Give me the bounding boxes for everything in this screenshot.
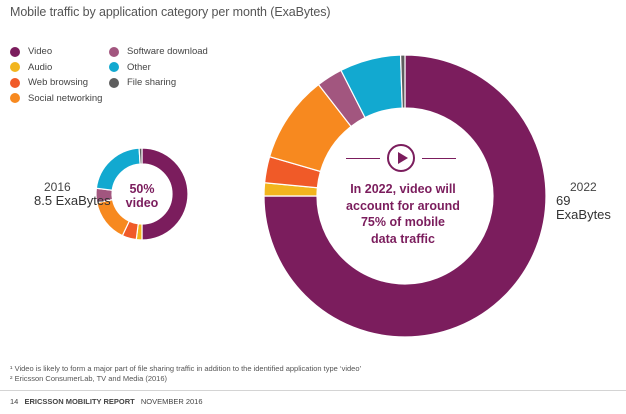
total-2016-label: 8.5 ExaBytes bbox=[34, 193, 111, 208]
footnotes: ¹ Video is likely to form a major part o… bbox=[10, 364, 361, 384]
legend-swatch-web-browsing bbox=[10, 77, 20, 88]
legend-item-other: Other bbox=[109, 60, 208, 76]
footnote-2: ² Ericsson ConsumerLab, TV and Media (20… bbox=[10, 374, 168, 383]
legend-label-other: Other bbox=[127, 61, 151, 73]
footer-divider bbox=[0, 390, 626, 391]
legend-item-web-browsing: Web browsing bbox=[10, 75, 102, 91]
year-2022-label: 2022 bbox=[570, 180, 597, 194]
donut-2022 bbox=[263, 54, 547, 338]
legend-label-software-download: Software download bbox=[127, 46, 208, 58]
report-name: ERICSSON MOBILITY REPORT bbox=[24, 397, 135, 406]
legend-item-video: Video bbox=[10, 44, 102, 60]
slice-2016-video bbox=[141, 147, 189, 241]
donut-2016 bbox=[95, 147, 189, 241]
play-rule-right bbox=[422, 158, 456, 159]
legend-item-software-download: Software download bbox=[109, 44, 208, 60]
footnote-1: ¹ Video is likely to form a major part o… bbox=[10, 364, 362, 373]
small-donut-center-text: 50% video bbox=[117, 182, 167, 210]
legend-label-web-browsing: Web browsing bbox=[28, 77, 89, 89]
legend-label-audio: Audio bbox=[28, 61, 53, 73]
play-icon bbox=[387, 144, 415, 172]
slice-2022-video bbox=[263, 54, 547, 338]
legend-column-1: Video Audio Web browsing Social networki… bbox=[10, 44, 102, 106]
small-center-line-2: video bbox=[125, 196, 159, 210]
big-center-line-4: data traffic bbox=[371, 231, 435, 246]
legend-label-video: Video bbox=[28, 46, 53, 58]
total-2022-label: 69 ExaBytes bbox=[556, 193, 611, 222]
year-2016-label: 2016 bbox=[44, 180, 71, 194]
legend-column-2: Software download Other File sharing bbox=[109, 44, 208, 91]
big-center-line-3: 75% of mobile bbox=[360, 215, 446, 229]
legend-label-social-networking: Social networking bbox=[28, 92, 103, 104]
legend-swatch-audio bbox=[10, 62, 20, 73]
report-date: NOVEMBER 2016 bbox=[140, 397, 203, 406]
chart-title: Mobile traffic by application category p… bbox=[10, 5, 331, 19]
legend-swatch-other bbox=[109, 62, 119, 73]
legend-item-social-networking: Social networking bbox=[10, 91, 102, 107]
legend-swatch-video bbox=[10, 46, 20, 57]
play-rule-left bbox=[346, 158, 380, 159]
legend-swatch-file-sharing bbox=[109, 77, 119, 88]
legend-item-file-sharing: File sharing bbox=[109, 75, 208, 91]
page-footer: 14 ERICSSON MOBILITY REPORT NOVEMBER 201… bbox=[10, 397, 203, 406]
legend-label-file-sharing: File sharing bbox=[127, 77, 177, 89]
big-center-line-1: In 2022, video will bbox=[350, 182, 456, 196]
year-2016-label-group: 2016 8.5 ExaBytes bbox=[34, 180, 111, 208]
legend-swatch-social-networking bbox=[10, 93, 20, 104]
small-center-line-1: 50% bbox=[129, 182, 155, 196]
legend-swatch-software-download bbox=[109, 46, 119, 57]
big-center-line-2: account for around bbox=[346, 198, 460, 213]
big-donut-center-text: In 2022, video will account for around 7… bbox=[326, 181, 480, 247]
page-number: 14 bbox=[10, 397, 19, 406]
year-2022-label-group: 2022 69 ExaBytes bbox=[556, 180, 626, 222]
play-triangle bbox=[398, 152, 408, 164]
slice-2022-file-sharing bbox=[399, 54, 406, 109]
slice-2016-file-sharing bbox=[138, 147, 143, 165]
legend-item-audio: Audio bbox=[10, 60, 102, 76]
